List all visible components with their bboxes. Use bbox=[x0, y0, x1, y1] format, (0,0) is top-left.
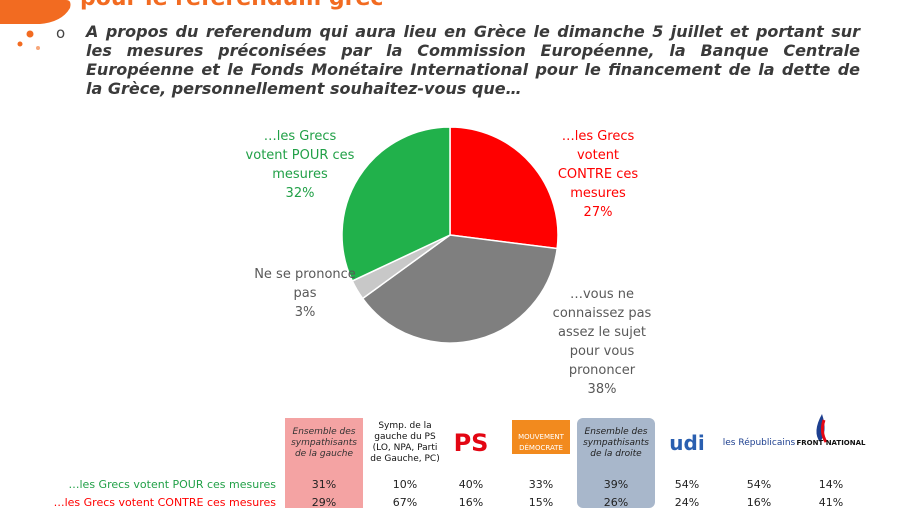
question: A propos du referendum qui aura lieu en … bbox=[86, 22, 860, 98]
table-cell: 16% bbox=[746, 496, 772, 508]
table-cell: 54% bbox=[746, 478, 772, 491]
table-cell: 29% bbox=[311, 496, 337, 508]
bullet: o bbox=[56, 24, 66, 42]
table-cell: 39% bbox=[603, 478, 629, 491]
pie-label: …les Grecs votent CONTRE ces mesures 27% bbox=[548, 127, 648, 222]
modem-logo-box bbox=[512, 420, 570, 454]
pie-label-category: …les Grecs votent CONTRE ces mesures bbox=[557, 129, 639, 201]
table-cell: 15% bbox=[528, 496, 554, 508]
table-cell: 16% bbox=[458, 496, 484, 508]
row-label: …les Grecs votent POUR ces mesures bbox=[68, 478, 277, 491]
table-cell: 31% bbox=[311, 478, 337, 491]
decoration-dot bbox=[17, 41, 23, 47]
pie-label-category: Ne se prononce pas bbox=[254, 267, 356, 301]
pie-label-value: 27% bbox=[583, 205, 613, 220]
pie-label: …les Grecs votent POUR ces mesures 32% bbox=[245, 127, 355, 203]
column-header: FRONT NATIONAL bbox=[796, 438, 866, 447]
pie-slice bbox=[449, 126, 559, 250]
table-cell: 40% bbox=[458, 478, 484, 491]
table-cell: 67% bbox=[392, 496, 418, 508]
column-header: Symp. de la gauche du PS (LO, NPA, Parti… bbox=[370, 421, 440, 464]
pie-slice bbox=[361, 234, 558, 344]
fn-logo-flame bbox=[820, 419, 828, 443]
column-highlight bbox=[285, 418, 363, 508]
table-cell: 54% bbox=[674, 478, 700, 491]
slide-title: pour le référendum grec bbox=[80, 0, 383, 11]
table-cell: 33% bbox=[528, 478, 554, 491]
column-header: les Républicains bbox=[722, 437, 796, 448]
column-highlight bbox=[577, 418, 655, 508]
pie-label-category: …les Grecs votent POUR ces mesures bbox=[245, 129, 355, 182]
decoration-dot bbox=[26, 30, 34, 38]
pie-slice bbox=[341, 126, 451, 282]
pie-label-value: 38% bbox=[587, 382, 617, 397]
table-cell: 14% bbox=[818, 478, 844, 491]
table-cell: 26% bbox=[603, 496, 629, 508]
title-decoration bbox=[0, 0, 71, 24]
pie-label-value: 3% bbox=[294, 305, 316, 320]
column-header: PS bbox=[453, 428, 489, 457]
column-header: udi bbox=[669, 430, 705, 455]
table-cell: 10% bbox=[392, 478, 418, 491]
pie-label-category: …vous ne connaissez pas assez le sujet p… bbox=[552, 287, 652, 378]
table-cell: 24% bbox=[674, 496, 700, 508]
table-cell: 41% bbox=[818, 496, 844, 508]
column-header: Ensemble des sympathisants de la gauche bbox=[291, 426, 357, 459]
column-header: MOUVEMENT DÉMOCRATE bbox=[518, 433, 564, 452]
decoration-dot bbox=[36, 46, 40, 50]
row-label: …les Grecs votent CONTRE ces mesures bbox=[53, 496, 276, 508]
column-header: Ensemble des sympathisants de la droite bbox=[583, 426, 649, 459]
pie-label-value: 32% bbox=[285, 186, 315, 201]
pie-label: Ne se prononce pas 3% bbox=[250, 265, 360, 322]
pie-label: …vous ne connaissez pas assez le sujet p… bbox=[548, 285, 656, 399]
